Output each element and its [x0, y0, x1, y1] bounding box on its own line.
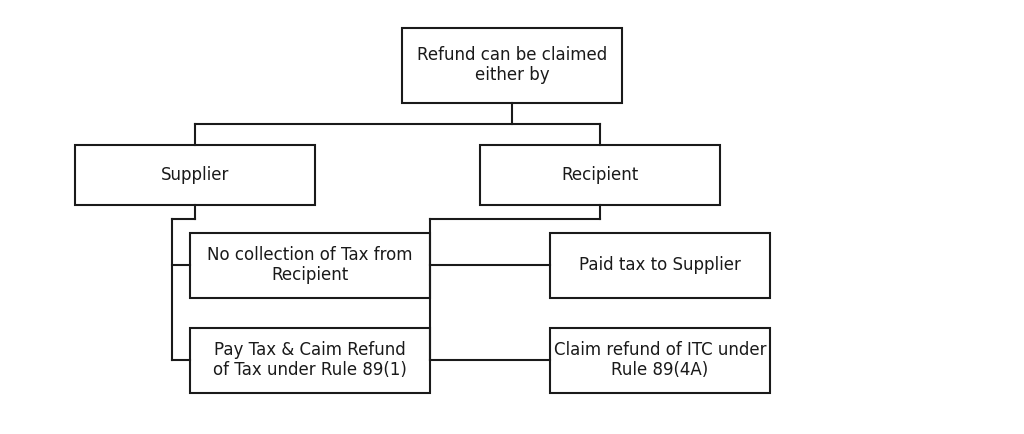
Bar — [550, 233, 770, 297]
Text: Supplier: Supplier — [161, 166, 229, 184]
Bar — [75, 145, 315, 205]
Text: Recipient: Recipient — [561, 166, 639, 184]
Text: Claim refund of ITC under
Rule 89(4A): Claim refund of ITC under Rule 89(4A) — [554, 341, 766, 379]
Text: Paid tax to Supplier: Paid tax to Supplier — [579, 256, 741, 274]
Text: No collection of Tax from
Recipient: No collection of Tax from Recipient — [207, 246, 413, 284]
Text: Pay Tax & Caim Refund
of Tax under Rule 89(1): Pay Tax & Caim Refund of Tax under Rule … — [213, 341, 407, 379]
Bar — [480, 145, 720, 205]
Bar — [550, 328, 770, 392]
Bar — [190, 233, 430, 297]
Text: Refund can be claimed
either by: Refund can be claimed either by — [417, 46, 607, 84]
Bar — [402, 27, 622, 102]
Bar — [190, 328, 430, 392]
